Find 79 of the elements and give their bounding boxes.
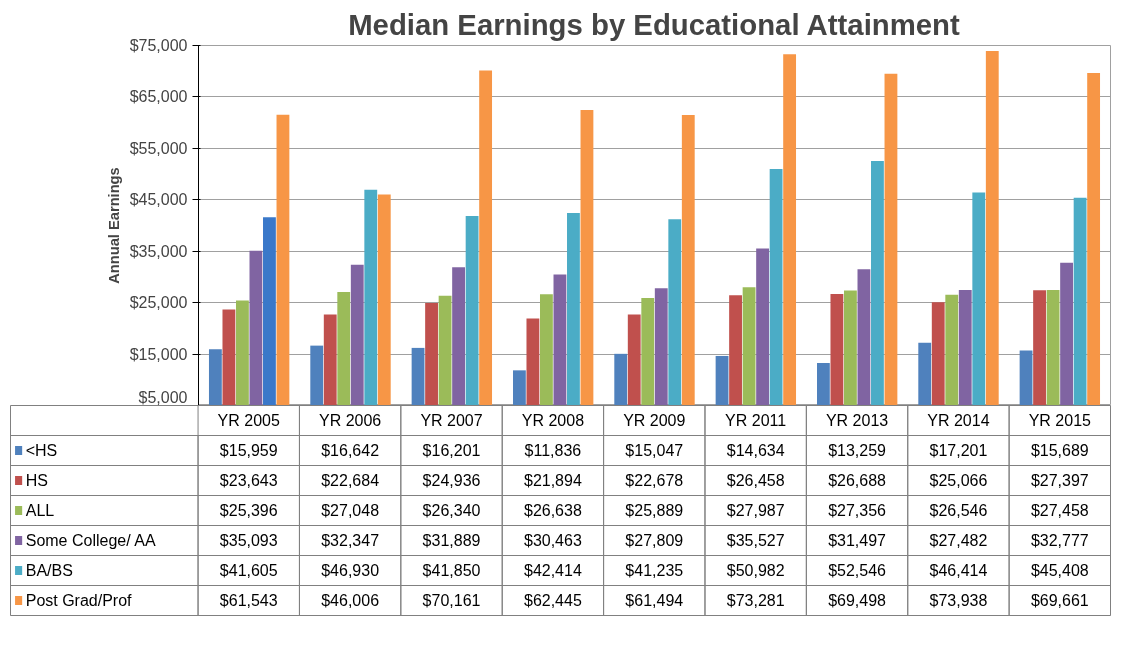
data-label: $24,936 (422, 472, 481, 489)
data-label: $35,527 (726, 532, 785, 549)
data-label: $69,661 (1030, 592, 1089, 609)
data-label: $46,414 (929, 562, 988, 579)
data-label: $22,678 (625, 472, 684, 489)
data-label: $31,497 (828, 532, 887, 549)
data-label: $25,889 (625, 502, 684, 519)
legend-label: Post Grad/Prof (25, 592, 133, 609)
data-label: $27,397 (1030, 472, 1089, 489)
data-label: $26,688 (828, 472, 887, 489)
data-label: $62,445 (523, 592, 582, 609)
data-label: $13,259 (828, 442, 887, 459)
x-tick-label: YR 2015 (1028, 412, 1092, 429)
data-label: $27,987 (726, 502, 785, 519)
x-tick-label: YR 2007 (420, 412, 483, 429)
y-tick-label: $15,000 (129, 345, 188, 363)
legend-label: ALL (25, 502, 55, 519)
data-label: $32,347 (321, 532, 380, 549)
data-label: $14,634 (726, 442, 785, 459)
data-label: $73,938 (929, 592, 988, 609)
legend-label: HS (25, 472, 48, 489)
data-label: $61,494 (625, 592, 684, 609)
y-axis-title: Annual Earnings (105, 167, 122, 284)
data-label: $52,546 (828, 562, 887, 579)
y-tick-label: $55,000 (129, 139, 188, 157)
data-label: $26,458 (726, 472, 785, 489)
data-label: $25,066 (929, 472, 988, 489)
data-label: $46,930 (321, 562, 380, 579)
x-tick-label: YR 2013 (825, 412, 889, 429)
y-tick-label: $45,000 (129, 191, 188, 209)
data-label: $23,643 (219, 472, 278, 489)
data-label: $41,605 (219, 562, 278, 579)
data-label: $41,850 (422, 562, 481, 579)
data-label: $26,638 (523, 502, 582, 519)
x-tick-label: YR 2009 (623, 412, 686, 429)
data-label: $50,982 (726, 562, 785, 579)
data-label: $27,809 (625, 532, 684, 549)
x-tick-label: YR 2008 (521, 412, 585, 429)
x-tick-label: YR 2011 (725, 412, 787, 429)
y-tick-label: $5,000 (138, 388, 188, 406)
data-label: $15,689 (1030, 442, 1089, 459)
data-label: $11,836 (524, 442, 582, 459)
data-label: $32,777 (1030, 532, 1089, 549)
data-label: $27,356 (828, 502, 887, 519)
legend-label: <HS (25, 442, 58, 459)
data-label: $17,201 (929, 442, 988, 459)
data-label: $27,482 (929, 532, 988, 549)
data-label: $73,281 (726, 592, 785, 609)
data-label: $21,894 (523, 472, 582, 489)
data-label: $25,396 (219, 502, 278, 519)
data-label: $61,543 (219, 592, 278, 609)
data-label: $16,201 (422, 442, 481, 459)
data-label: $27,048 (321, 502, 380, 519)
x-tick-label: YR 2014 (927, 412, 990, 429)
data-label: $15,959 (219, 442, 278, 459)
y-tick-label: $25,000 (129, 294, 188, 312)
chart-title: Median Earnings by Educational Attainment (348, 7, 960, 41)
data-label: $16,642 (321, 442, 380, 459)
y-tick-label: $35,000 (129, 242, 188, 260)
data-label: $35,093 (219, 532, 278, 549)
data-label: $22,684 (321, 472, 380, 489)
legend-label: Some College/ AA (25, 532, 156, 549)
legend-label: BA/BS (25, 562, 73, 579)
data-label: $45,408 (1030, 562, 1089, 579)
data-label: $15,047 (625, 442, 684, 459)
data-label: $69,498 (828, 592, 887, 609)
data-label: $42,414 (523, 562, 582, 579)
data-label: $41,235 (625, 562, 684, 579)
data-label: $30,463 (523, 532, 582, 549)
data-label: $46,006 (321, 592, 380, 609)
y-tick-label: $75,000 (129, 37, 188, 54)
data-label: $26,340 (422, 502, 481, 519)
data-label: $70,161 (422, 592, 481, 609)
data-label: $26,546 (929, 502, 988, 519)
data-label: $31,889 (422, 532, 481, 549)
x-tick-label: YR 2005 (217, 412, 280, 429)
data-label: $27,458 (1030, 502, 1089, 519)
x-tick-label: YR 2006 (319, 412, 382, 429)
y-tick-label: $65,000 (129, 88, 188, 106)
